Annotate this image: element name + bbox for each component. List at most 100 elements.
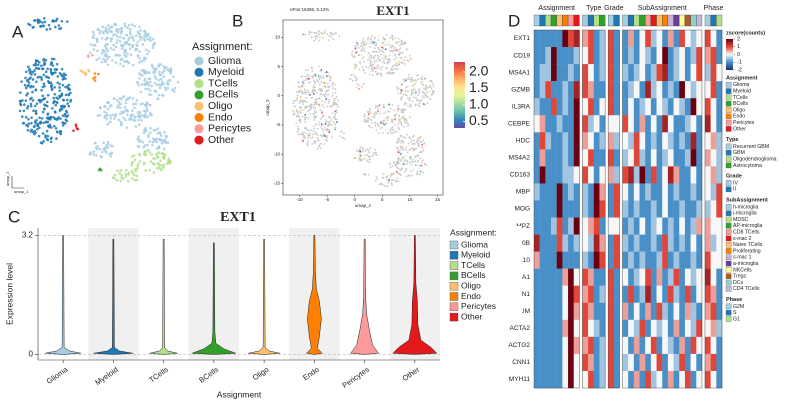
cell-point: [374, 148, 376, 151]
cell-point: [297, 85, 300, 88]
colorbar-title: zscore(counts): [726, 30, 765, 36]
heatmap-cell: [716, 166, 723, 184]
cell-point: [310, 129, 313, 132]
cell-point: [109, 47, 113, 50]
cell-point: [303, 79, 306, 82]
cell-point: [320, 76, 322, 79]
cell-point: [328, 116, 331, 118]
cell-point: [46, 93, 50, 97]
heatmap-cell: [593, 319, 600, 338]
heatmap-cell: [622, 30, 629, 48]
cell-point: [404, 90, 407, 92]
legend-swatch: [725, 316, 732, 322]
cell-point: [394, 115, 397, 118]
cell-point: [101, 31, 105, 35]
cell-point: [303, 135, 306, 138]
heatmap-cell: [534, 370, 540, 389]
heatmap-cell: [684, 81, 691, 99]
cell-point: [166, 86, 170, 90]
cell-point: [299, 95, 302, 98]
cell-point: [25, 94, 28, 97]
cell-point: [136, 54, 140, 57]
cell-point: [406, 175, 409, 178]
heatmap-cell: [551, 166, 557, 184]
cell-point: [329, 116, 332, 119]
cell-point: [409, 157, 411, 160]
cell-point: [292, 102, 295, 105]
heatmap-cell: [539, 319, 546, 338]
cell-point: [126, 52, 129, 56]
heatmap-cell: [539, 285, 546, 303]
cell-point: [410, 76, 413, 79]
heatmap-cell: [628, 370, 635, 389]
cell-point: [382, 36, 385, 39]
annotation-cell: [556, 14, 563, 27]
cell-point: [299, 121, 302, 124]
cell-point: [92, 77, 95, 80]
cell-point: [402, 78, 405, 81]
heatmap-cell: [562, 268, 569, 286]
y-tick-label: 5: [277, 64, 280, 69]
heatmap-cell: [684, 217, 691, 235]
legend-swatch: [725, 248, 732, 254]
heatmap-cell: [562, 217, 569, 235]
heatmap-cell: [593, 217, 600, 235]
heatmap-cell: [608, 166, 615, 184]
heatmap-cell: [599, 285, 606, 303]
cell-point: [304, 33, 306, 36]
group-frame: [607, 29, 620, 389]
cell-point: [62, 105, 66, 109]
cell-point: [392, 162, 395, 165]
cell-point: [409, 156, 412, 159]
cell-point: [326, 136, 328, 139]
cell-point: [377, 39, 380, 41]
cell-point: [309, 113, 312, 116]
cell-point: [314, 73, 317, 76]
cell-point: [386, 119, 389, 121]
heatmap-cell: [562, 319, 569, 338]
cell-point: [41, 85, 45, 89]
cell-point: [355, 86, 358, 89]
cell-point: [418, 102, 421, 105]
cell-point: [43, 20, 47, 24]
heatmap-cell: [539, 47, 546, 65]
heatmap-cell: [545, 183, 552, 201]
heatmap-cell: [633, 336, 640, 355]
heatmap-cell: [573, 81, 580, 99]
cell-point: [123, 24, 127, 28]
cell-point: [116, 106, 119, 109]
heatmap-cell: [588, 64, 594, 82]
heatmap-cell: [716, 285, 723, 303]
cell-point: [328, 131, 331, 134]
cell-point: [301, 115, 304, 118]
cell-point: [119, 169, 123, 172]
legend-label: IV: [733, 180, 738, 186]
heatmap-cell: [628, 47, 635, 65]
cell-point: [418, 137, 421, 140]
cell-point: [148, 151, 152, 154]
heatmap-cell: [556, 370, 563, 389]
cell-point: [43, 61, 46, 65]
legend-label: Myeloid: [208, 66, 244, 78]
cell-point: [391, 44, 394, 47]
cell-point: [299, 100, 302, 103]
cell-point: [397, 180, 400, 183]
heatmap-cell: [613, 47, 620, 65]
cell-point: [122, 116, 125, 120]
cell-point: [304, 114, 307, 116]
cell-point: [114, 45, 118, 49]
cell-point: [315, 132, 318, 135]
cell-point: [118, 54, 122, 57]
heatmap-cell: [639, 234, 646, 252]
cell-point: [359, 146, 362, 149]
cell-point: [305, 101, 308, 104]
cell-point: [308, 31, 311, 34]
cell-point: [152, 37, 155, 41]
cell-point: [312, 106, 315, 109]
cell-point: [326, 105, 329, 108]
cell-point: [120, 173, 124, 177]
heatmap-cell: [716, 30, 723, 48]
cell-point: [392, 173, 394, 175]
heatmap-cell: [696, 166, 703, 184]
heatmap-cell: [556, 285, 563, 303]
